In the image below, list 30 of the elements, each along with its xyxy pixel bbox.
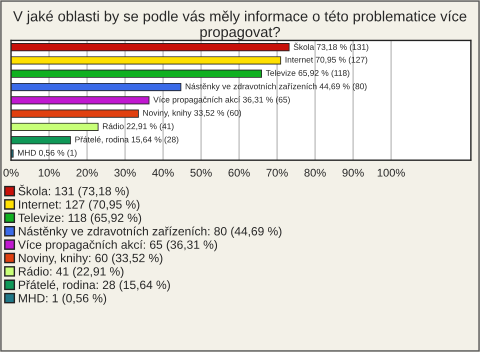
x-tick-label: 60% — [228, 168, 250, 177]
data-label: Škola 73,18 % (131) — [294, 42, 368, 52]
legend-label: MHD: 1 (0,56 %) — [18, 294, 106, 305]
legend-label: Přátelé, rodina: 28 (15,64 %) — [18, 280, 170, 292]
legend-label: Více propagačních akcí: 65 (36,31 %) — [18, 240, 218, 252]
x-tick-label: 50% — [190, 168, 212, 177]
data-label: Internet 70,95 % (127) — [286, 56, 368, 64]
x-tick-label: 20% — [76, 168, 98, 177]
x-tick-label: 10% — [38, 168, 60, 177]
x-tick-label: 30% — [114, 168, 136, 177]
legend-label: Televize: 118 (65,92 %) — [18, 213, 142, 224]
x-tick-label: 70% — [266, 168, 288, 177]
legend-label: Nástěnky ve zdravotních zařízeních: 80 (44,69 %) — [18, 226, 282, 238]
data-label: Přátelé, rodina 15,64 % (28) — [75, 136, 178, 144]
legend-label: Noviny, knihy: 60 (33,52 %) — [18, 253, 162, 265]
data-label: Rádio 22,91 % (41) — [102, 122, 174, 131]
legend-label: Internet: 127 (70,95 %) — [19, 200, 140, 212]
data-label: Nástěnky ve zdravotních zařízeních 44,69 % (80) — [186, 83, 367, 91]
x-tick-label: 80% — [304, 168, 326, 177]
data-label: Televize 65,92 % (118) — [266, 70, 350, 78]
legend-label: Rádio: 41 (22,91 %) — [18, 266, 124, 278]
x-tick-label: 40% — [152, 168, 174, 177]
chart-title: V jaké oblasti by se podle vás měly informace o této problematice více propagovat? — [13, 10, 466, 40]
data-label: MHD 0,56 % (1) — [18, 150, 77, 158]
x-tick-label: 0% — [3, 168, 19, 177]
data-label: Více propagačních akcí 36,31 % (65) — [153, 96, 290, 104]
x-tick-label: 100% — [378, 168, 405, 177]
x-tick-label: 90% — [342, 168, 364, 177]
legend-label: Škola: 131 (73,18 %) — [18, 184, 129, 198]
data-label: Noviny, knihy 33,52 % (60) — [143, 110, 242, 118]
